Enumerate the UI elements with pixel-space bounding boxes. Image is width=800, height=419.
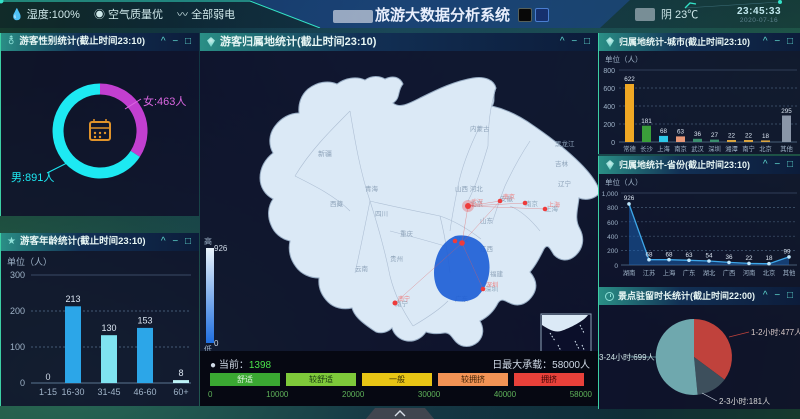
svg-text:99: 99 xyxy=(783,249,791,256)
svg-text:常德: 常德 xyxy=(623,144,636,153)
svg-text:68: 68 xyxy=(645,252,653,259)
svg-text:63: 63 xyxy=(685,252,693,259)
svg-text:上海: 上海 xyxy=(657,144,670,153)
svg-text:36: 36 xyxy=(694,131,702,138)
svg-text:上海: 上海 xyxy=(663,268,676,277)
svg-text:武汉: 武汉 xyxy=(691,144,704,153)
svg-text:吉林: 吉林 xyxy=(555,159,569,168)
svg-text:22: 22 xyxy=(745,132,753,139)
svg-text:黑龙江: 黑龙江 xyxy=(555,139,575,148)
svg-text:上海: 上海 xyxy=(548,201,560,209)
svg-text:18: 18 xyxy=(762,133,770,140)
svg-text:贵州: 贵州 xyxy=(390,254,403,263)
svg-text:2-3小时:181人: 2-3小时:181人 xyxy=(719,396,770,406)
svg-text:河南: 河南 xyxy=(743,268,756,277)
svg-text:0: 0 xyxy=(20,378,25,388)
svg-text:46-60: 46-60 xyxy=(133,387,156,397)
svg-text:西藏: 西藏 xyxy=(330,199,344,208)
svg-text:青海: 青海 xyxy=(365,184,379,193)
svg-text:1,000: 1,000 xyxy=(602,191,619,198)
svg-text:南宁: 南宁 xyxy=(742,144,755,153)
svg-text:北京: 北京 xyxy=(763,268,776,277)
svg-text:622: 622 xyxy=(624,76,635,83)
svg-text:200: 200 xyxy=(603,122,615,129)
svg-text:广西: 广西 xyxy=(723,268,736,277)
svg-text:300: 300 xyxy=(10,270,25,280)
svg-text:400: 400 xyxy=(603,104,615,111)
svg-text:湖南: 湖南 xyxy=(623,268,636,277)
svg-text:深圳: 深圳 xyxy=(486,281,498,289)
svg-text:南京: 南京 xyxy=(674,144,687,153)
svg-text:926: 926 xyxy=(624,195,635,202)
svg-text:8: 8 xyxy=(178,368,183,378)
svg-text:68: 68 xyxy=(660,128,668,135)
svg-text:54: 54 xyxy=(705,253,713,260)
svg-text:1-2小时:477人: 1-2小时:477人 xyxy=(751,327,800,337)
svg-text:100: 100 xyxy=(10,342,25,352)
svg-text:400: 400 xyxy=(607,234,618,241)
svg-text:广东: 广东 xyxy=(683,268,696,277)
svg-text:31-45: 31-45 xyxy=(97,387,120,397)
svg-text:湘潭: 湘潭 xyxy=(725,144,738,153)
svg-text:新疆: 新疆 xyxy=(318,149,332,158)
svg-text:3-24小时:699人: 3-24小时:699人 xyxy=(599,352,655,362)
svg-text:130: 130 xyxy=(101,323,116,333)
svg-text:36: 36 xyxy=(725,254,733,261)
svg-text:63: 63 xyxy=(677,129,685,136)
svg-text:800: 800 xyxy=(607,205,618,212)
svg-text:600: 600 xyxy=(603,86,615,93)
svg-text:武汉: 武汉 xyxy=(471,198,483,206)
svg-text:18: 18 xyxy=(765,255,773,262)
svg-text:27: 27 xyxy=(711,132,719,139)
svg-text:云南: 云南 xyxy=(355,264,369,273)
svg-text:1-15: 1-15 xyxy=(39,387,57,397)
svg-text:北京: 北京 xyxy=(759,144,772,153)
svg-text:其他: 其他 xyxy=(780,144,793,153)
svg-text:湖北: 湖北 xyxy=(703,268,716,277)
svg-text:内蒙古: 内蒙古 xyxy=(470,124,490,133)
svg-text:南京: 南京 xyxy=(503,193,515,201)
svg-text:深圳: 深圳 xyxy=(708,144,721,153)
svg-text:22: 22 xyxy=(745,255,753,262)
svg-text:0: 0 xyxy=(45,372,50,382)
svg-text:长沙: 长沙 xyxy=(640,144,653,153)
svg-text:213: 213 xyxy=(65,294,80,304)
svg-text:辽宁: 辽宁 xyxy=(558,179,572,188)
svg-text:16-30: 16-30 xyxy=(61,387,84,397)
svg-text:四川: 四川 xyxy=(375,210,388,218)
svg-text:其他: 其他 xyxy=(783,268,796,277)
svg-text:0: 0 xyxy=(611,140,615,147)
svg-text:60+: 60+ xyxy=(173,387,188,397)
svg-text:22: 22 xyxy=(728,132,736,139)
svg-text:153: 153 xyxy=(137,316,152,326)
svg-text:山西 河北: 山西 河北 xyxy=(455,184,483,193)
svg-text:福建: 福建 xyxy=(490,269,504,278)
svg-text:181: 181 xyxy=(641,118,652,125)
svg-text:重庆: 重庆 xyxy=(400,229,414,238)
svg-text:南宁: 南宁 xyxy=(398,295,410,303)
svg-text:295: 295 xyxy=(781,108,792,115)
svg-text:江苏: 江苏 xyxy=(643,268,656,277)
svg-text:200: 200 xyxy=(10,306,25,316)
svg-text:800: 800 xyxy=(603,68,615,75)
svg-text:0: 0 xyxy=(614,263,618,270)
svg-text:600: 600 xyxy=(607,220,618,227)
svg-text:68: 68 xyxy=(665,252,673,259)
svg-text:200: 200 xyxy=(607,248,618,255)
